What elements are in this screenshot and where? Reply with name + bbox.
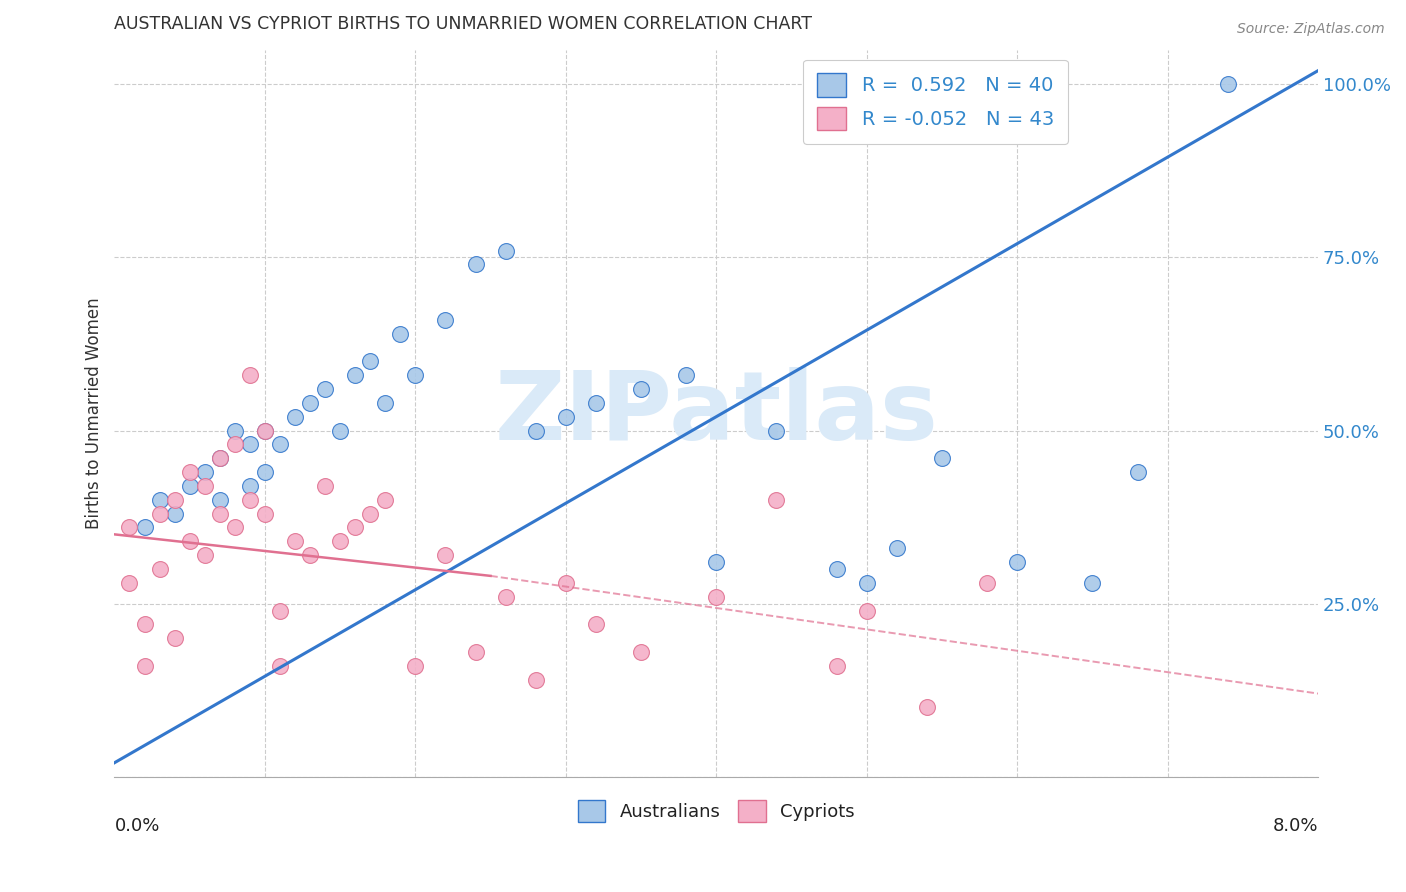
Point bbox=[239, 492, 262, 507]
Text: Source: ZipAtlas.com: Source: ZipAtlas.com bbox=[1237, 22, 1385, 37]
Point bbox=[344, 520, 367, 534]
Point bbox=[495, 590, 517, 604]
Point bbox=[179, 479, 201, 493]
Point bbox=[208, 492, 231, 507]
Point bbox=[314, 479, 336, 493]
Legend: Australians, Cypriots: Australians, Cypriots bbox=[571, 793, 862, 830]
Point bbox=[148, 492, 170, 507]
Point bbox=[134, 617, 156, 632]
Point bbox=[434, 548, 457, 562]
Point bbox=[239, 437, 262, 451]
Point bbox=[329, 424, 352, 438]
Point bbox=[253, 507, 276, 521]
Point bbox=[298, 548, 321, 562]
Point bbox=[630, 382, 652, 396]
Point bbox=[765, 492, 787, 507]
Point bbox=[163, 492, 186, 507]
Point bbox=[344, 368, 367, 383]
Point bbox=[179, 465, 201, 479]
Point bbox=[404, 658, 426, 673]
Point bbox=[554, 409, 576, 424]
Point bbox=[224, 424, 246, 438]
Point bbox=[976, 575, 998, 590]
Text: 0.0%: 0.0% bbox=[114, 816, 160, 835]
Point bbox=[284, 534, 307, 549]
Point bbox=[208, 507, 231, 521]
Point bbox=[269, 603, 291, 617]
Point bbox=[495, 244, 517, 258]
Text: ZIPatlas: ZIPatlas bbox=[495, 367, 938, 459]
Point bbox=[269, 658, 291, 673]
Point bbox=[134, 658, 156, 673]
Point bbox=[253, 424, 276, 438]
Point bbox=[886, 541, 908, 556]
Point bbox=[1005, 555, 1028, 569]
Point bbox=[118, 520, 141, 534]
Point bbox=[825, 658, 848, 673]
Point bbox=[194, 479, 217, 493]
Point bbox=[404, 368, 426, 383]
Point bbox=[704, 590, 727, 604]
Point bbox=[855, 603, 877, 617]
Y-axis label: Births to Unmarried Women: Births to Unmarried Women bbox=[86, 297, 103, 529]
Point bbox=[253, 465, 276, 479]
Point bbox=[134, 520, 156, 534]
Text: AUSTRALIAN VS CYPRIOT BIRTHS TO UNMARRIED WOMEN CORRELATION CHART: AUSTRALIAN VS CYPRIOT BIRTHS TO UNMARRIE… bbox=[114, 15, 813, 33]
Point bbox=[704, 555, 727, 569]
Point bbox=[855, 575, 877, 590]
Point bbox=[194, 548, 217, 562]
Point bbox=[179, 534, 201, 549]
Text: 8.0%: 8.0% bbox=[1272, 816, 1319, 835]
Point bbox=[825, 562, 848, 576]
Point bbox=[1081, 575, 1104, 590]
Point bbox=[359, 354, 381, 368]
Point bbox=[464, 257, 486, 271]
Point bbox=[118, 575, 141, 590]
Point bbox=[434, 313, 457, 327]
Point bbox=[374, 396, 396, 410]
Point bbox=[163, 507, 186, 521]
Point bbox=[931, 451, 953, 466]
Point bbox=[524, 673, 547, 687]
Point bbox=[464, 645, 486, 659]
Point bbox=[329, 534, 352, 549]
Point bbox=[298, 396, 321, 410]
Point bbox=[1216, 78, 1239, 92]
Point bbox=[208, 451, 231, 466]
Point bbox=[148, 507, 170, 521]
Point bbox=[239, 479, 262, 493]
Point bbox=[374, 492, 396, 507]
Point bbox=[524, 424, 547, 438]
Point bbox=[208, 451, 231, 466]
Point bbox=[1126, 465, 1149, 479]
Point bbox=[148, 562, 170, 576]
Point bbox=[359, 507, 381, 521]
Point bbox=[239, 368, 262, 383]
Point bbox=[194, 465, 217, 479]
Point bbox=[224, 520, 246, 534]
Point bbox=[765, 424, 787, 438]
Point bbox=[163, 631, 186, 645]
Point bbox=[585, 617, 607, 632]
Point bbox=[554, 575, 576, 590]
Point bbox=[284, 409, 307, 424]
Point bbox=[314, 382, 336, 396]
Point bbox=[389, 326, 412, 341]
Point bbox=[585, 396, 607, 410]
Point bbox=[253, 424, 276, 438]
Point bbox=[915, 700, 938, 714]
Point bbox=[675, 368, 697, 383]
Point bbox=[224, 437, 246, 451]
Point bbox=[269, 437, 291, 451]
Point bbox=[630, 645, 652, 659]
